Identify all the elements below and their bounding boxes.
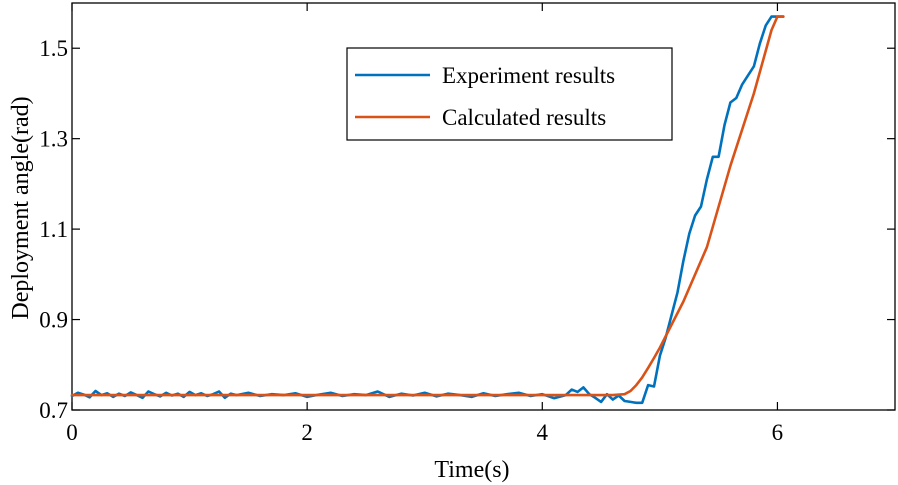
x-tick-label: 2 — [301, 420, 313, 445]
series-lines — [70, 15, 785, 405]
legend: Experiment results Calculated results — [346, 47, 673, 141]
y-tick-label: 0.9 — [39, 308, 68, 333]
x-axis-title: Time(s) — [434, 457, 509, 483]
x-tick-label: 6 — [772, 420, 784, 445]
legend-label-experiment: Experiment results — [442, 63, 615, 88]
y-tick-label: 1.3 — [39, 127, 68, 152]
series-line-calculated — [70, 15, 785, 397]
legend-label-calculated: Calculated results — [442, 105, 606, 130]
y-tick-label: 1.1 — [39, 217, 68, 242]
plot-area-border — [71, 2, 896, 411]
tick-labels: 0 2 4 6 0.7 0.9 1.1 1.3 1.5 — [39, 36, 783, 445]
axis-ticks — [71, 3, 895, 411]
y-axis-title: Deployment angle(rad) — [8, 96, 34, 319]
x-tick-label: 4 — [537, 420, 549, 445]
legend-box — [346, 47, 673, 141]
y-tick-label: 0.7 — [39, 398, 68, 423]
plot-frame — [71, 2, 896, 411]
y-tick-label: 1.5 — [39, 36, 68, 61]
x-tick-label: 0 — [66, 420, 78, 445]
